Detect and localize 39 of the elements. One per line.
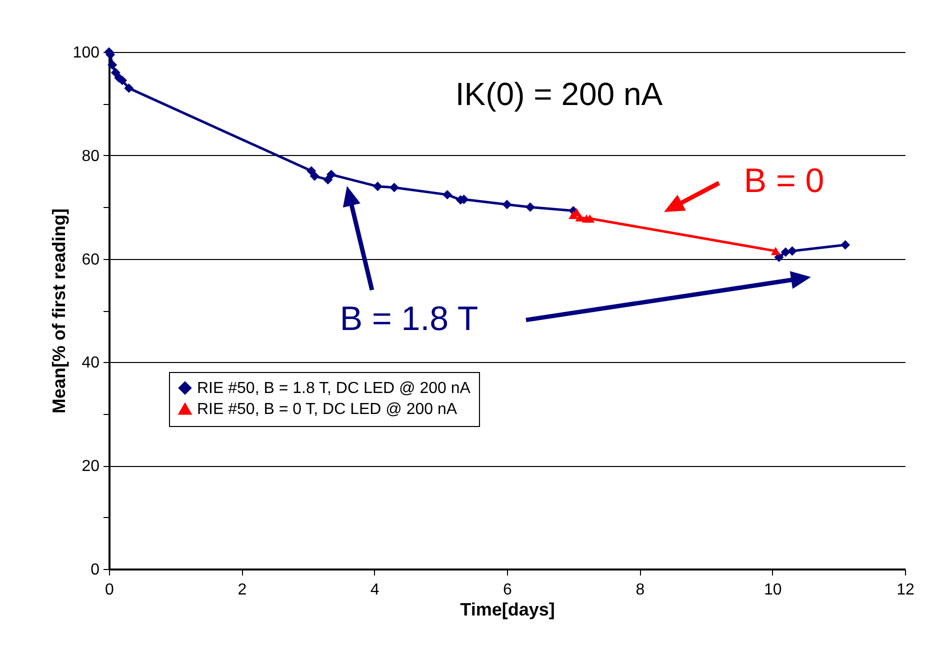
y-tick-label: 80 (82, 148, 100, 165)
x-tick-label: 6 (503, 582, 512, 598)
x-tick-label: 12 (896, 582, 914, 598)
y-tick-label: 60 (82, 251, 100, 268)
annotation: IK(0) = 200 nA (455, 76, 664, 112)
legend-label: RIE #50, B = 1.8 T, DC LED @ 200 nA (197, 380, 471, 397)
point (306, 166, 316, 176)
point (787, 246, 797, 256)
point (108, 60, 118, 70)
y-axis-title: Mean[% of first reading] (48, 208, 69, 414)
y-tick-label: 20 (82, 458, 100, 476)
point (525, 202, 535, 212)
point (372, 182, 382, 192)
point (770, 246, 780, 256)
point (585, 214, 595, 223)
point (442, 190, 452, 200)
x-tick-label: 2 (238, 582, 247, 598)
annotation: B = 1.8 T (340, 300, 478, 338)
y-tick-label: 0 (90, 562, 100, 578)
y-tick-label: 100 (72, 44, 100, 62)
point (575, 213, 585, 222)
point (110, 68, 120, 78)
x-tick-label: 4 (370, 582, 380, 598)
x-tick-label: 0 (105, 582, 114, 598)
annotation: B = 0 (744, 162, 824, 200)
x-axis-title: Time[days] (460, 600, 555, 620)
point (389, 182, 399, 192)
point (118, 76, 128, 86)
point (502, 200, 512, 210)
point (780, 247, 790, 257)
x-tick-label: 10 (764, 582, 782, 598)
x-tick-label: 8 (636, 582, 645, 598)
legend-label: RIE #50, B = 0 T, DC LED @ 200 nA (197, 401, 458, 418)
point (323, 174, 333, 184)
point (326, 170, 336, 180)
y-tick-label: 40 (82, 354, 100, 372)
point (124, 83, 134, 93)
point (840, 240, 850, 250)
point (310, 171, 320, 181)
